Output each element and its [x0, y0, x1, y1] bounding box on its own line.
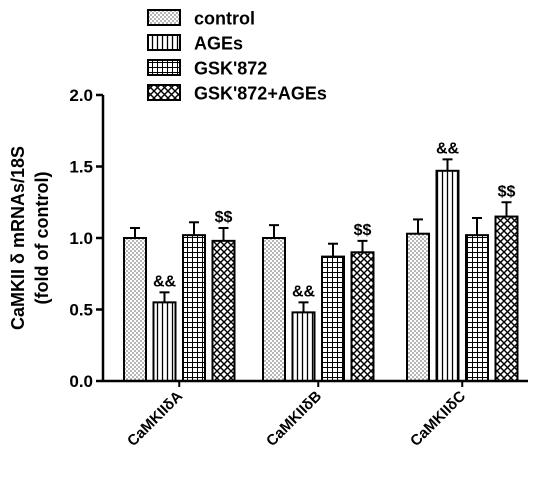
legend-item: GSK'872+AGEs	[147, 84, 327, 104]
legend-swatch	[147, 9, 181, 26]
bar	[291, 311, 316, 382]
legend: control AGEs GSK'872 GSK'872+AGEs	[147, 9, 327, 104]
bar	[465, 234, 489, 382]
legend-swatch	[147, 84, 181, 101]
legend-label: GSK'872+AGEs	[194, 84, 327, 104]
y-tick-label: 0.5	[69, 301, 93, 320]
bar	[152, 301, 177, 383]
x-tick-label: CaMKIIδB	[263, 388, 325, 450]
bar	[262, 237, 286, 382]
legend-item: AGEs	[147, 34, 243, 54]
significance-label: $$	[498, 183, 516, 200]
x-tick-label: CaMKIIδC	[407, 388, 469, 450]
bar	[350, 251, 375, 382]
y-axis-label-line1: CaMKII δ mRNAs/18S	[8, 146, 28, 330]
bar	[406, 232, 430, 382]
y-tick-label: 2.0	[69, 86, 93, 105]
bar	[321, 255, 345, 382]
legend-item: control	[147, 9, 255, 29]
bar	[435, 169, 460, 382]
legend-label: control	[194, 9, 255, 29]
legend-item: GSK'872	[147, 59, 267, 79]
y-axis-label-line2: (fold of control)	[32, 172, 52, 305]
legend-swatch	[147, 34, 181, 51]
y-tick-label: 1.0	[69, 229, 93, 248]
bar	[182, 234, 206, 382]
y-tick-label: 0.0	[69, 372, 93, 391]
significance-label: &&	[292, 283, 316, 300]
y-axis: 0.0 0.5 1.0 1.5 2.0	[69, 86, 105, 391]
significance-label: $$	[215, 209, 233, 226]
bar-group: && $$	[406, 140, 519, 382]
y-tick-label: 1.5	[69, 158, 93, 177]
bars: && $$ && $$ && $$	[123, 140, 519, 383]
bar	[494, 215, 519, 382]
x-tick-label: CaMKIIδA	[124, 388, 186, 450]
bar-group: && $$	[123, 209, 236, 383]
legend-label: GSK'872	[194, 59, 267, 79]
legend-label: AGEs	[194, 34, 243, 54]
y-axis-label: CaMKII δ mRNAs/18S (fold of control)	[8, 146, 52, 330]
bar	[123, 237, 147, 382]
legend-swatch	[147, 59, 181, 76]
x-axis: CaMKIIδA CaMKIIδB CaMKIIδC	[103, 379, 528, 450]
bar-group: && $$	[262, 222, 375, 382]
significance-label: &&	[153, 273, 177, 290]
significance-label: $$	[354, 222, 372, 239]
bar	[211, 239, 236, 382]
significance-label: &&	[436, 140, 460, 157]
